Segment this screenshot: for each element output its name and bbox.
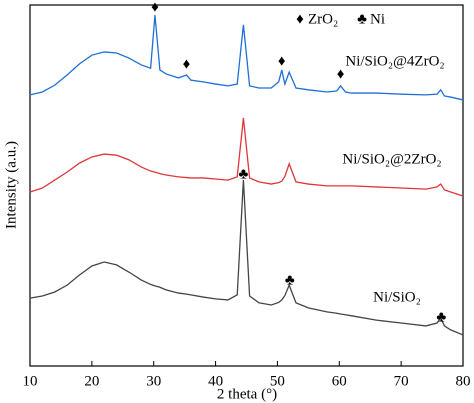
peak-marker: ♦ (183, 56, 191, 72)
legend-label: ZrO₂ (308, 11, 338, 27)
x-tick-label: 50 (270, 373, 285, 389)
xrd-pattern (29, 117, 464, 197)
x-tick-label: 80 (456, 373, 471, 389)
x-tick-label: 60 (332, 373, 347, 389)
plot-frame (29, 4, 464, 367)
peak-marker: ♦ (151, 0, 159, 15)
peak-marker: ♦ (278, 53, 286, 69)
series-label: Ni/SiO₂ (373, 289, 421, 305)
x-tick-label: 10 (23, 373, 38, 389)
legend-label: Ni (370, 11, 385, 27)
peak-marker: ♣ (436, 309, 446, 325)
x-tick-label: 30 (146, 373, 161, 389)
xrd-pattern (29, 15, 464, 101)
x-tick-label: 40 (208, 373, 223, 389)
peak-marker: ♦ (337, 66, 345, 82)
series-label: Ni/SiO₂@2ZrO₂ (342, 151, 441, 167)
xrd-pattern (29, 180, 464, 336)
y-axis-label: Intensity (a.u.) (3, 141, 19, 229)
legend-symbol: ♦ (296, 11, 304, 27)
peak-marker: ♣ (285, 273, 295, 289)
peak-marker: ♣ (238, 166, 248, 182)
x-tick-label: 70 (394, 373, 409, 389)
x-tick-label: 20 (84, 373, 99, 389)
x-axis-label: 2 theta (°) (217, 386, 277, 402)
legend-symbol: ♣ (357, 11, 367, 27)
series-label: Ni/SiO₂@4ZrO₂ (345, 53, 444, 69)
